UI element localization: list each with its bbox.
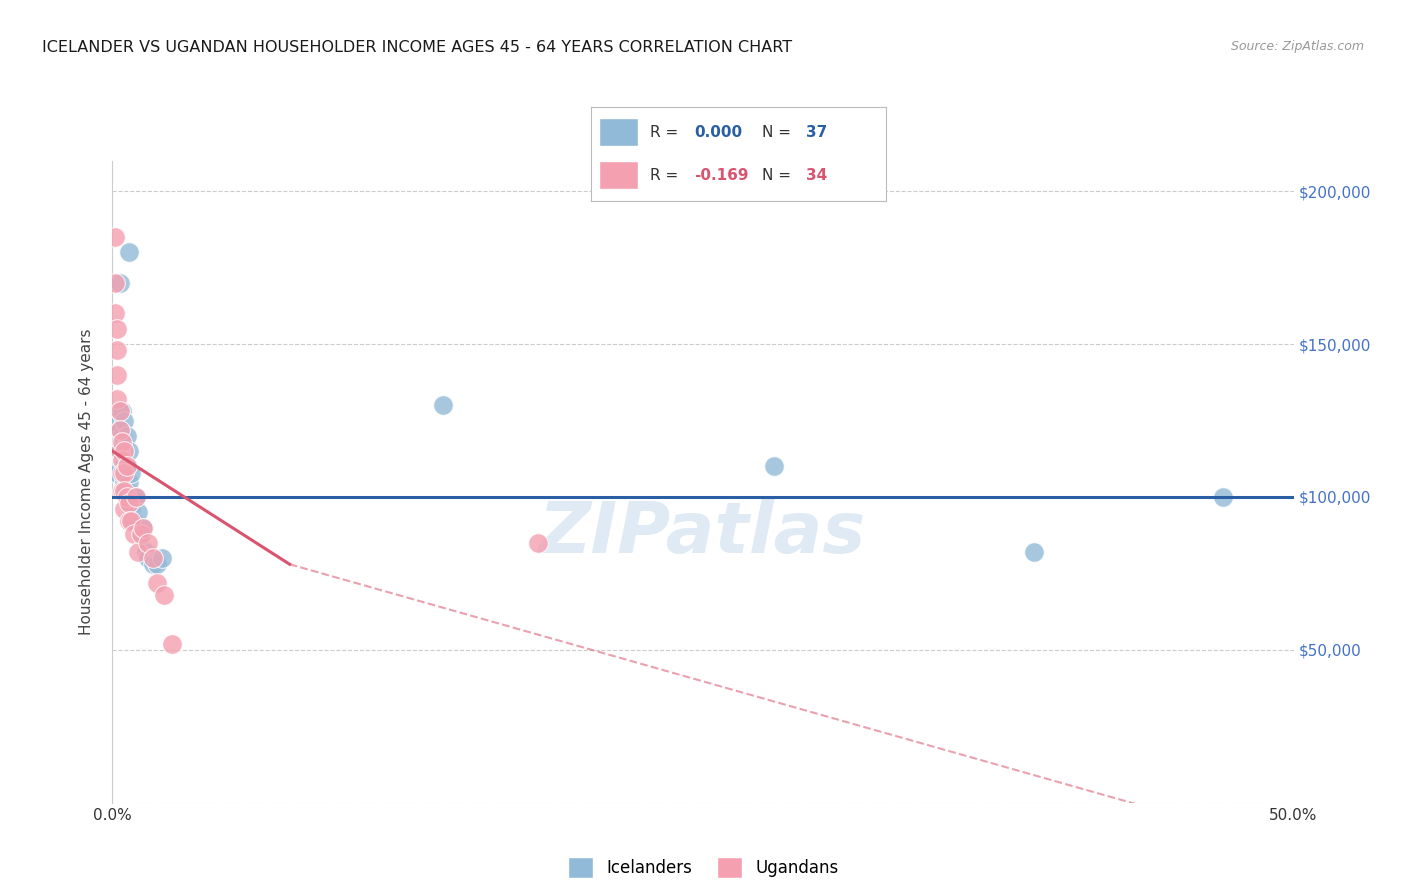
FancyBboxPatch shape [599, 119, 638, 146]
Point [142, 558, 165, 572]
Text: 0.000: 0.000 [695, 125, 742, 140]
Point [111, 453, 134, 467]
Text: R =: R = [650, 125, 683, 140]
Point [160, 637, 183, 651]
Text: 34: 34 [806, 168, 827, 183]
Point [115, 459, 138, 474]
FancyBboxPatch shape [599, 161, 638, 189]
Point [112, 444, 135, 458]
Y-axis label: Householder Income Ages 45 - 64 years: Householder Income Ages 45 - 64 years [79, 328, 94, 635]
Point [108, 423, 131, 437]
Point [136, 551, 159, 566]
Point [105, 434, 128, 449]
Point [111, 466, 134, 480]
Point [112, 434, 135, 449]
Point [108, 444, 131, 458]
Point [118, 245, 141, 260]
Text: N =: N = [762, 168, 796, 183]
Point [115, 483, 138, 498]
Point [132, 520, 155, 534]
Text: N =: N = [762, 125, 796, 140]
Text: ZIPatlas: ZIPatlas [540, 499, 866, 567]
Point [112, 475, 135, 489]
Point [146, 575, 169, 590]
Point [108, 404, 131, 418]
Point [111, 429, 134, 443]
Text: -0.169: -0.169 [695, 168, 748, 183]
Point [526, 536, 548, 550]
Point [118, 475, 141, 489]
Point [111, 453, 134, 467]
Point [120, 515, 142, 529]
Point [105, 322, 128, 336]
Point [129, 526, 152, 541]
Point [120, 466, 142, 480]
Point [111, 483, 134, 498]
Point [120, 502, 142, 516]
Point [111, 434, 134, 449]
Legend: Icelanders, Ugandans: Icelanders, Ugandans [561, 851, 845, 884]
Point [125, 490, 148, 504]
Point [118, 444, 141, 458]
Point [127, 545, 149, 559]
Point [1212, 490, 1234, 504]
Point [762, 459, 785, 474]
Point [118, 515, 141, 529]
Point [104, 306, 127, 320]
Point [115, 429, 138, 443]
Point [108, 423, 131, 437]
Point [108, 276, 131, 290]
Point [150, 551, 173, 566]
Point [125, 490, 148, 504]
Point [127, 505, 149, 519]
Text: 37: 37 [806, 125, 827, 140]
Point [105, 413, 128, 427]
Point [122, 526, 145, 541]
Point [111, 404, 134, 418]
Point [1022, 545, 1045, 559]
Point [112, 453, 135, 467]
Point [105, 343, 128, 358]
Point [112, 483, 135, 498]
Point [153, 588, 176, 602]
Text: ICELANDER VS UGANDAN HOUSEHOLDER INCOME AGES 45 - 64 YEARS CORRELATION CHART: ICELANDER VS UGANDAN HOUSEHOLDER INCOME … [42, 40, 793, 55]
Point [104, 230, 127, 244]
Point [112, 502, 135, 516]
Point [108, 404, 131, 418]
Point [129, 526, 152, 541]
Point [135, 545, 157, 559]
Point [118, 496, 141, 510]
Point [122, 490, 145, 504]
Point [136, 536, 159, 550]
Point [115, 459, 138, 474]
Point [132, 520, 155, 534]
Point [105, 392, 128, 406]
Point [146, 558, 169, 572]
Point [104, 276, 127, 290]
Point [105, 466, 128, 480]
Text: R =: R = [650, 168, 683, 183]
Point [432, 398, 454, 412]
Point [115, 490, 138, 504]
Point [122, 515, 145, 529]
Text: Source: ZipAtlas.com: Source: ZipAtlas.com [1230, 40, 1364, 54]
Point [108, 444, 131, 458]
Point [142, 551, 165, 566]
Point [112, 413, 135, 427]
Point [105, 368, 128, 382]
Point [112, 466, 135, 480]
